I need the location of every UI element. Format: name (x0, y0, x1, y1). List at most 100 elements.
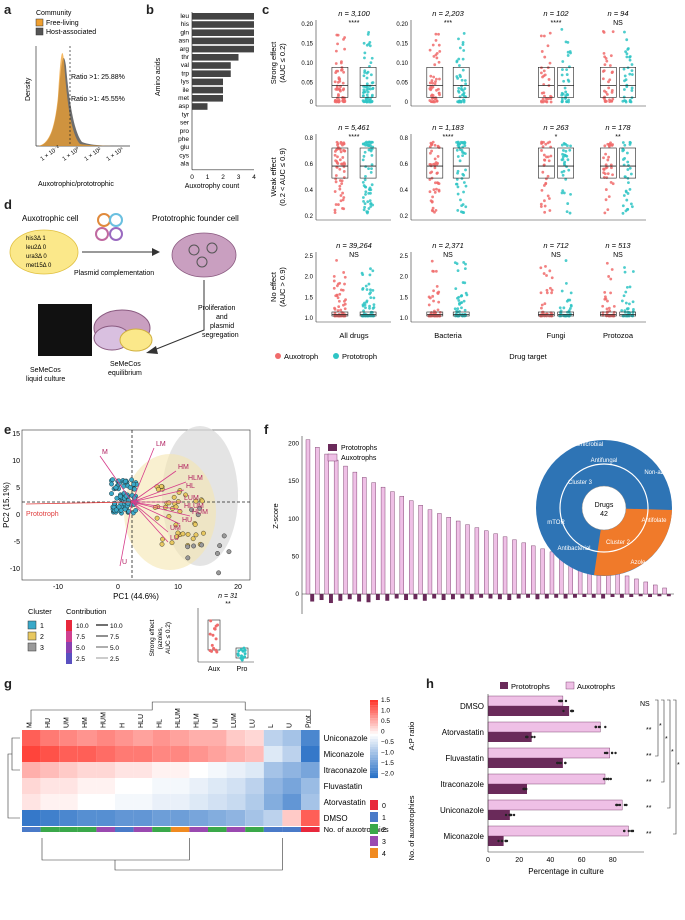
c-ytick: 0.10 (396, 61, 408, 67)
c-dot (371, 306, 375, 310)
c-dot (460, 306, 463, 310)
c-dot (453, 307, 457, 311)
c-dot (621, 149, 625, 153)
c-dot (437, 182, 441, 186)
density-ylabel: Density (25, 77, 32, 101)
e-contrib-arrow-val: 7.5 (110, 634, 119, 641)
f-bar-aux-25 (540, 548, 545, 595)
c-ytick: 0.6 (400, 162, 409, 168)
c-dot (337, 203, 340, 206)
c-dot (369, 73, 373, 77)
g-aux-cell (133, 827, 153, 832)
c-dot (341, 191, 344, 195)
c-dot (431, 195, 434, 199)
c-dot (461, 57, 465, 61)
c-dot (342, 176, 346, 179)
c-dot (332, 274, 336, 278)
g-scale-step (370, 700, 378, 703)
c-dot (427, 303, 431, 307)
c-dot (435, 187, 438, 191)
c-dot (562, 162, 566, 165)
semecos-diagram: Auxotrophic cell his3Δ 1 leu2Δ 0 ura3Δ 0… (9, 213, 239, 383)
c-dot (343, 282, 346, 286)
g-scale-step (370, 741, 378, 745)
c-dot (339, 61, 343, 65)
c-dot (547, 78, 551, 81)
h-ns: NS (640, 701, 650, 708)
c-dot (366, 200, 370, 204)
e-point-c1 (122, 506, 128, 512)
c-dot (460, 78, 464, 82)
c-dot (456, 76, 460, 80)
h-cat-Fluvastatin: Fluvastatin (445, 754, 484, 763)
c-dot (438, 93, 441, 97)
g-row-Atorvastatin: Atorvastatin (324, 798, 366, 807)
c-dot (628, 285, 632, 289)
c-dot (560, 93, 564, 97)
c-dot (458, 46, 462, 50)
h-dot (605, 777, 608, 781)
g-scale-step (370, 754, 378, 758)
f-sunburst-label: Antibacterial (557, 546, 590, 552)
c-dot (341, 99, 345, 103)
f-bar-pro-6 (366, 594, 371, 603)
h-dot (630, 829, 633, 833)
e-contrib-grad (66, 642, 72, 653)
c-dot (433, 210, 436, 214)
e-inset-ylabel: AUC ≤ 0.2) (165, 622, 172, 654)
percentage-chart: Prototrophs Auxotrophs DMSO Atorvastatin Flu… (440, 681, 680, 876)
c-dot (548, 269, 552, 273)
e-point-c2 (193, 498, 199, 504)
f-bar-aux-4 (343, 465, 348, 595)
c-dot (369, 205, 373, 208)
c-dot (338, 292, 342, 296)
c-dot (626, 307, 630, 310)
c-dot (437, 188, 441, 192)
c-dot (341, 143, 344, 147)
c-dot (539, 71, 543, 75)
g-cell (152, 762, 171, 778)
c-dot (564, 259, 568, 262)
f-bar-aux-7 (371, 482, 376, 595)
e-vector-label-M: M (102, 449, 108, 456)
e-inset-n: n = 31 (218, 593, 238, 600)
c-dot (343, 275, 347, 279)
e-vector-M (99, 455, 133, 503)
g-cell (59, 778, 78, 794)
c-dot (565, 93, 569, 96)
c-x-bacteria: Bacteria (434, 331, 462, 340)
c-dot (559, 311, 563, 315)
c-box (538, 147, 555, 179)
g-cell (226, 810, 246, 826)
c-dot (462, 99, 466, 102)
e-point-c3 (226, 549, 232, 555)
e-inset-dot-aux (210, 643, 214, 647)
f-bar-aux-24 (531, 545, 536, 595)
c-sig: *** (444, 20, 452, 27)
c-dot (623, 79, 626, 83)
g-cell (208, 730, 227, 746)
h-xtick: 40 (547, 857, 555, 864)
c-dot (433, 181, 437, 185)
c-n-label: n = 513 (605, 241, 631, 250)
c-ytick: 0 (310, 100, 314, 106)
g-aux-swatch (370, 836, 378, 846)
c-dot (611, 97, 615, 101)
c-dot (437, 32, 440, 36)
g-cell (245, 778, 264, 794)
c-dot (370, 167, 373, 170)
c-ylabel-1: Weak effect (269, 156, 278, 196)
b-bar-val (192, 62, 231, 69)
c-dot (462, 211, 466, 214)
c-dot (333, 153, 337, 157)
c-box (331, 66, 349, 98)
e-cluster-swatch (27, 642, 37, 652)
g-cell (152, 730, 171, 746)
c-dot (430, 259, 434, 263)
c-dot (368, 304, 371, 308)
f-bar-pro-8 (385, 594, 390, 601)
f-bar-pro-28 (572, 594, 577, 598)
c-box (557, 66, 574, 98)
f-legend-pro-swatch (328, 444, 337, 451)
h-dot (563, 761, 567, 765)
